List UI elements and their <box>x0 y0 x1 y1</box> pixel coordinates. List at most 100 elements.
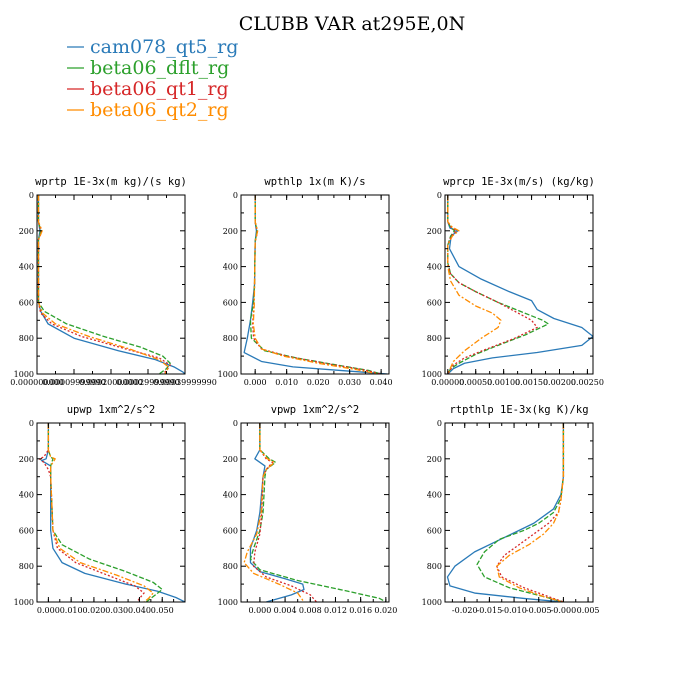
x-tick-label: -0.000 <box>551 606 577 615</box>
chart-panels: wprtp 1E-3x(m kg)/(s kg)0200400600800100… <box>10 176 604 615</box>
x-tick-label: -0.005 <box>526 606 552 615</box>
y-tick-label: 200 <box>19 227 34 236</box>
series-line <box>40 423 185 602</box>
y-tick-label: 800 <box>223 334 238 343</box>
series-line <box>243 195 388 374</box>
y-tick-label: 600 <box>223 526 238 535</box>
y-tick-label: 0 <box>29 419 34 428</box>
panel-title: vpwp 1xm^2/s^2 <box>271 404 360 416</box>
legend-label: beta06_qt1_rg <box>90 78 229 100</box>
series-line <box>447 195 593 374</box>
series-line <box>37 195 169 374</box>
x-tick-label: 0.000 <box>37 606 60 615</box>
x-tick-label: 0.00000 <box>431 378 464 387</box>
x-tick-label: 0.00150 <box>515 378 548 387</box>
chart-panel: wprcp 1E-3x(m/s) (kg/kg)0 200 400 600 800 100… <box>422 176 604 387</box>
series-group <box>243 423 387 602</box>
legend: cam078_qt5_rgbeta06_dflt_rgbeta06_qt1_rg… <box>67 36 238 121</box>
y-tick-label: 400 <box>223 263 238 272</box>
x-tick-label: 0.00009999990 <box>42 378 106 387</box>
series-line <box>252 195 382 374</box>
chart-panel: rtpthlp 1E-3x(kg K)/kg 0 200 400 600 800 1000 -… <box>422 404 600 615</box>
plot-frame <box>240 194 390 375</box>
series-line <box>38 423 145 602</box>
series-line <box>47 423 163 602</box>
y-tick-label: 800 <box>19 334 34 343</box>
x-tick-label: 0.012 <box>324 606 347 615</box>
series-group <box>243 195 388 374</box>
x-tick-label: -0.020 <box>452 606 478 615</box>
x-tick-label: -0.010 <box>501 606 527 615</box>
y-tick-label: 0 <box>233 191 238 200</box>
x-tick-label: 0.004 <box>274 606 297 615</box>
y-tick-label: 600 <box>19 526 34 535</box>
x-tick-label: 0.000 <box>244 378 267 387</box>
y-tick-label: 600 <box>19 298 34 307</box>
series-line <box>476 423 565 602</box>
legend-label: beta06_dflt_rg <box>90 57 229 79</box>
panel-title: wpthlp 1x(m K)/s <box>264 176 365 188</box>
y-tick-label: 1000 <box>218 370 238 379</box>
y-tick-label: 600 <box>427 526 442 535</box>
series-line <box>249 423 305 602</box>
y-tick-label: 400 <box>19 491 34 500</box>
series-line <box>447 195 538 374</box>
x-tick-label: 0.030 <box>338 378 361 387</box>
y-tick-label: 200 <box>19 455 34 464</box>
plot-frame <box>36 194 186 375</box>
y-tick-label: 800 <box>223 562 238 571</box>
legend-item: cam078_qt5_rg <box>67 36 238 58</box>
y-tick-label: 0 <box>437 419 442 428</box>
y-tick-label: 400 <box>223 491 238 500</box>
y-tick-label: 600 <box>427 298 442 307</box>
x-tick-label: 0.010 <box>60 606 83 615</box>
series-group <box>447 195 593 374</box>
x-tick-label: 0.005 <box>577 606 600 615</box>
x-tick-label: 0.00050 <box>459 378 492 387</box>
x-tick-label: 0.020 <box>82 606 105 615</box>
y-tick-label: 1000 <box>14 598 34 607</box>
x-tick-label: 0.030 <box>105 606 128 615</box>
legend-label: cam078_qt5_rg <box>90 36 238 58</box>
x-tick-label: 0.00020000000 <box>79 378 143 387</box>
y-tick-label: 0 <box>233 419 238 428</box>
x-tick-label: 0.008 <box>299 606 322 615</box>
legend-item: beta06_dflt_rg <box>67 57 229 79</box>
x-tick-label: 0.000000000 <box>10 378 63 387</box>
panel-title: upwp 1xm^2/s^2 <box>67 404 156 416</box>
plot-frame <box>444 422 594 603</box>
x-tick-label: 0.00029999990 <box>116 378 180 387</box>
y-tick-label: 200 <box>427 227 442 236</box>
y-tick-label: 200 <box>427 455 442 464</box>
y-tick-label: 1000 <box>422 370 442 379</box>
x-tick-label: 0.040 <box>370 378 393 387</box>
x-tick-label: 0.020 <box>307 378 330 387</box>
series-line <box>252 195 379 374</box>
series-group <box>37 195 185 374</box>
chart-panel: wpthlp 1x(m K)/s 0 200 400 600 800 1000 0.000 0.… <box>218 176 393 387</box>
plot-frame <box>36 422 186 603</box>
legend-label: beta06_qt2_rg <box>90 99 229 121</box>
x-tick-label: 0.016 <box>349 606 372 615</box>
x-tick-label: 0.00100 <box>487 378 520 387</box>
y-tick-label: 400 <box>427 263 442 272</box>
y-tick-label: 200 <box>223 227 238 236</box>
series-line <box>47 423 154 602</box>
legend-item: beta06_qt2_rg <box>67 99 229 121</box>
panel-title: rtpthlp 1E-3x(kg K)/kg <box>449 404 588 416</box>
y-tick-label: 600 <box>223 298 238 307</box>
x-tick-label: 0.00200 <box>543 378 576 387</box>
y-tick-label: 400 <box>427 491 442 500</box>
panel-title: wprcp 1E-3x(m/s) (kg/kg) <box>443 176 595 188</box>
series-line <box>496 423 565 602</box>
series-line <box>249 195 382 374</box>
figure-title: CLUBB VAR at295E,0N <box>239 13 465 35</box>
y-tick-label: 1000 <box>422 598 442 607</box>
series-line <box>446 423 565 602</box>
x-tick-label: 0.020 <box>374 606 397 615</box>
x-tick-label: 0.050 <box>151 606 174 615</box>
y-tick-label: 800 <box>427 334 442 343</box>
x-tick-label: 0.00039999990 <box>153 378 217 387</box>
